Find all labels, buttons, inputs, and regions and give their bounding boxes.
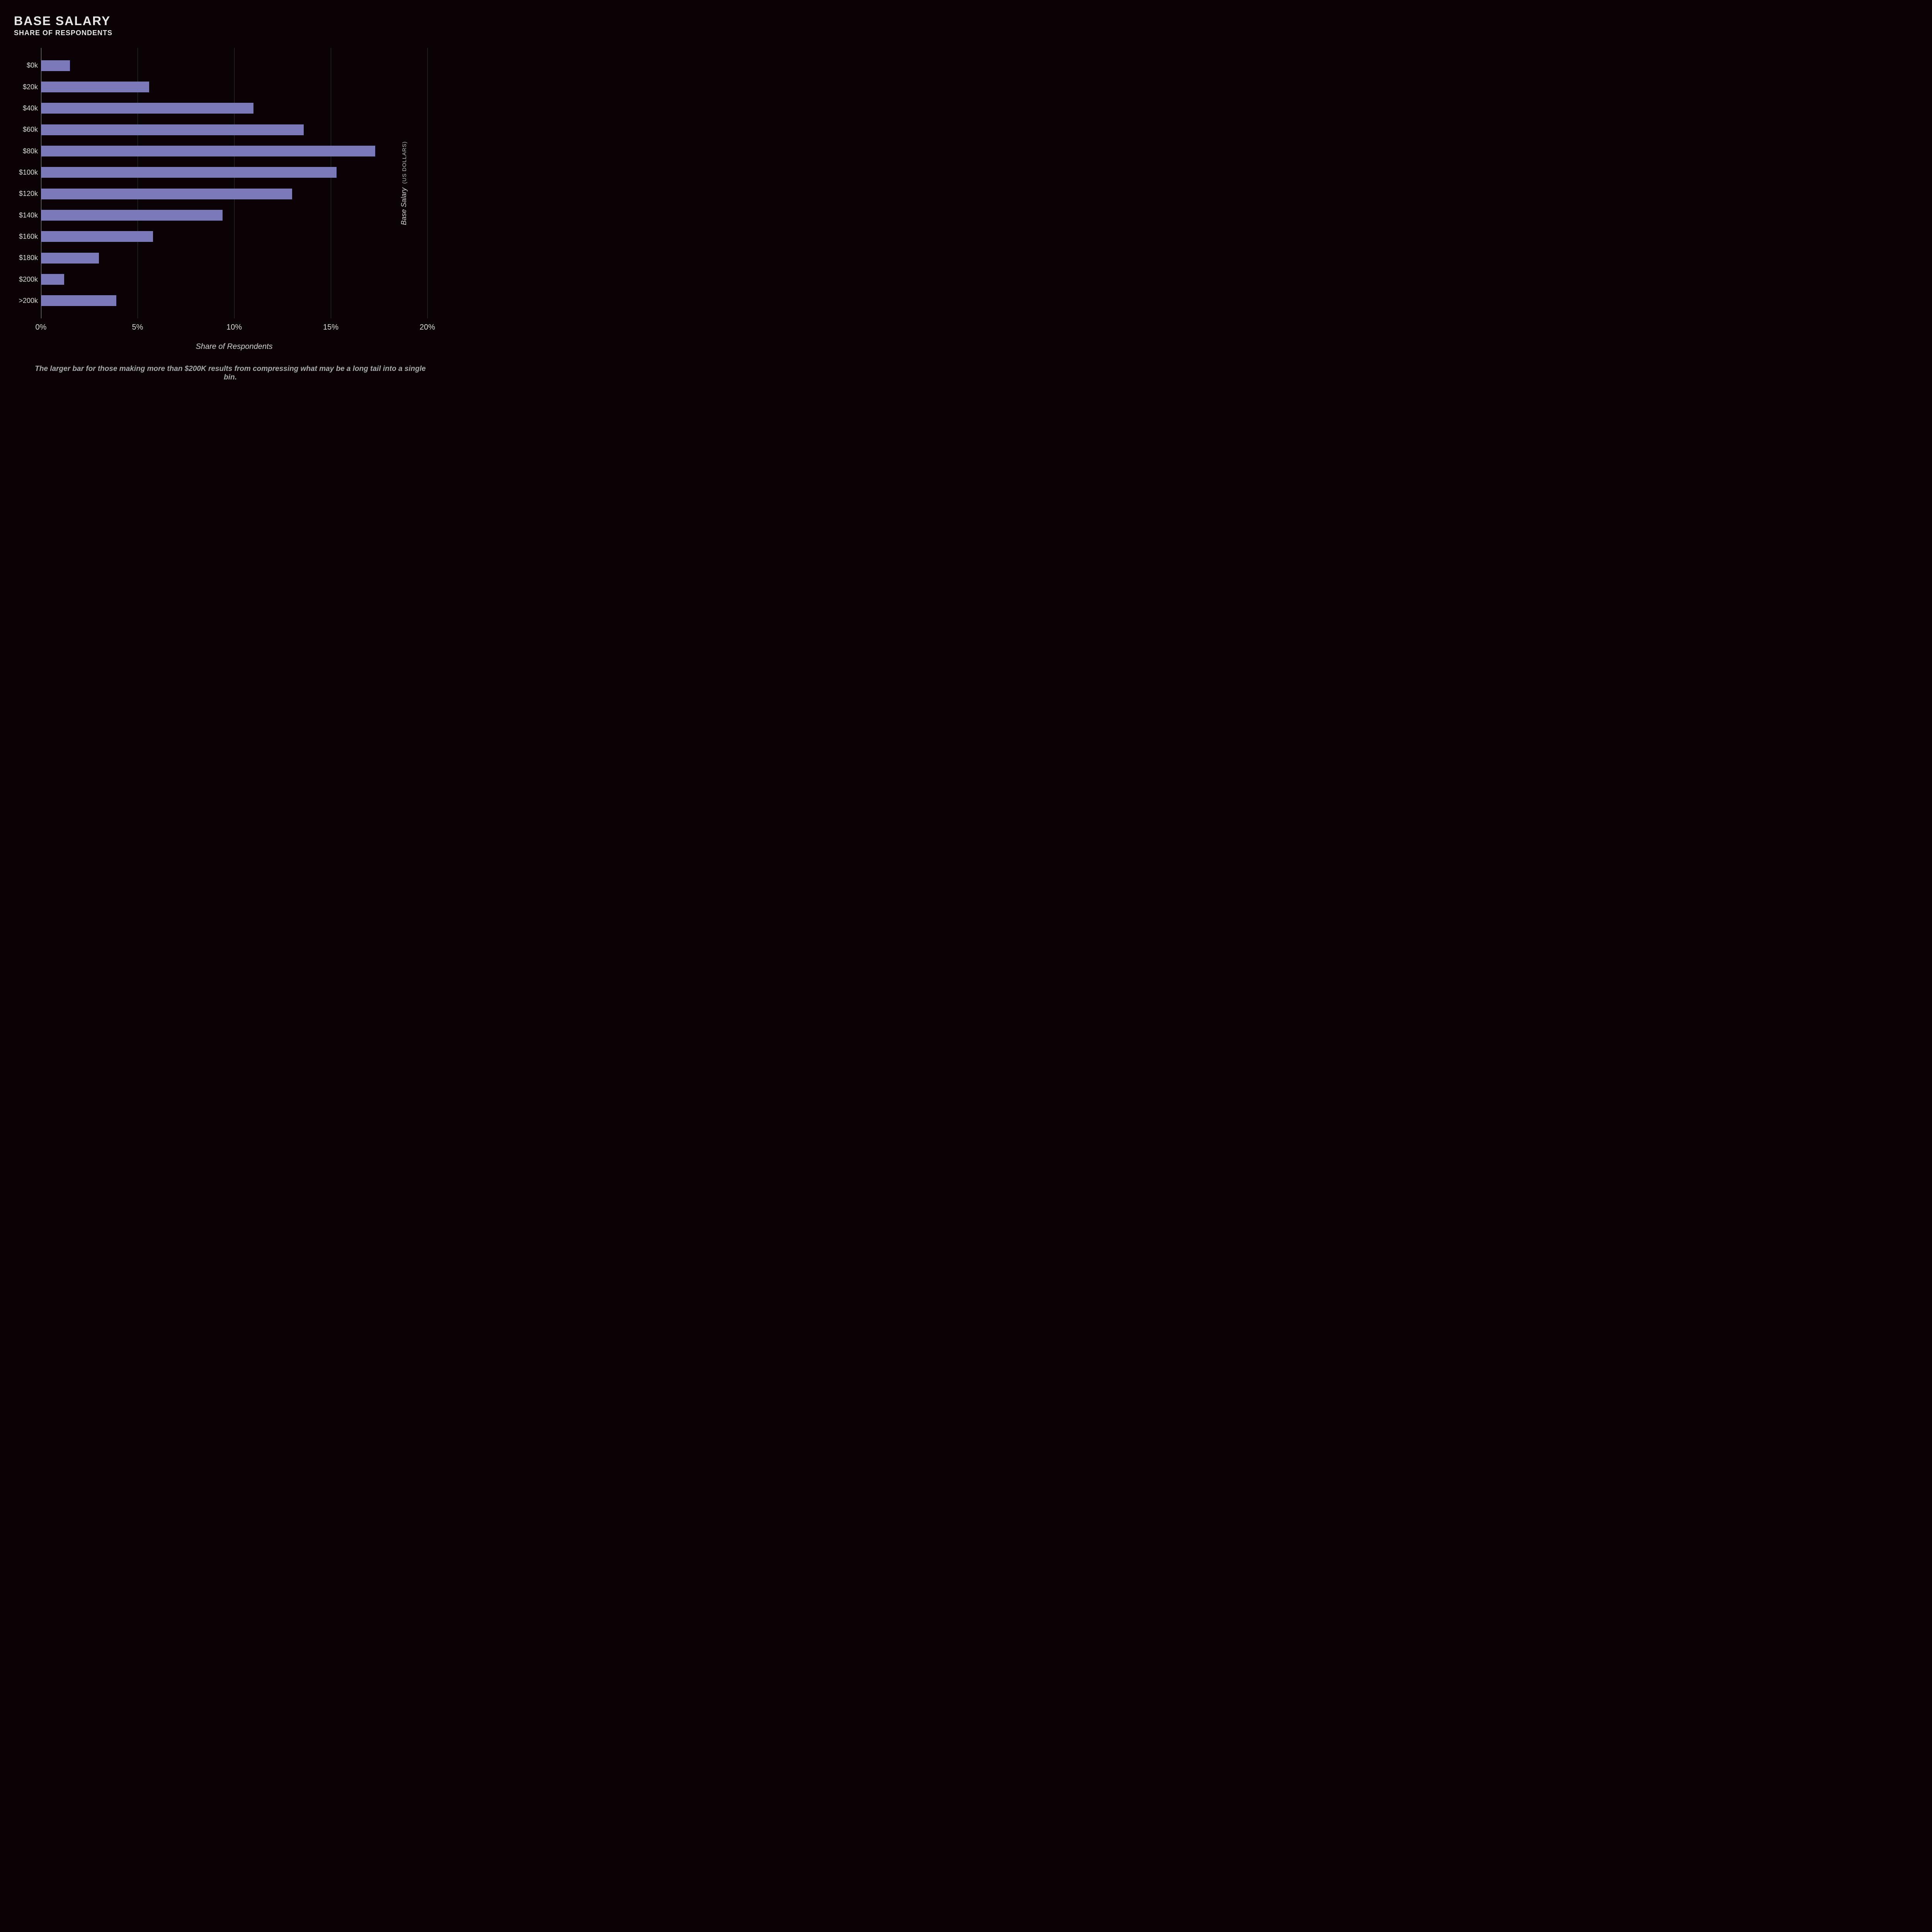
data-bar [41,167,337,178]
x-tick-label: 10% [226,323,242,332]
category-label: $20k [11,83,38,91]
y-axis-label: Base Salary (US DOLLARS) [400,141,408,225]
chart-subtitle: SHARE OF RESPONDENTS [14,29,447,37]
data-bar [41,231,153,242]
category-label: $160k [11,233,38,241]
data-bar [41,82,149,92]
category-label: $140k [11,211,38,219]
category-label: $200k [11,276,38,284]
gridline [234,48,235,318]
bar-row: $0k [41,60,70,71]
chart-title: BASE SALARY [14,14,447,28]
plot-area: Base Salary (US DOLLARS) Share of Respon… [41,48,427,318]
chart-caption: The larger bar for those making more tha… [14,365,447,382]
y-axis-label-main: Base Salary [400,187,408,225]
data-bar [41,189,292,199]
category-label: $40k [11,104,38,112]
bar-row: $180k [41,253,99,264]
category-label: >200k [11,297,38,305]
bar-row: $60k [41,124,304,135]
x-tick-label: 0% [36,323,47,332]
x-tick-label: 15% [323,323,338,332]
bar-row: $40k [41,103,253,114]
category-label: $80k [11,147,38,155]
data-bar [41,103,253,114]
x-axis-label: Share of Respondents [41,342,427,351]
data-bar [41,146,375,156]
data-bar [41,295,116,306]
chart-container: BASE SALARY SHARE OF RESPONDENTS Base Sa… [0,0,456,397]
bar-row: $120k [41,189,292,199]
bar-row: >200k [41,295,116,306]
bar-row: $20k [41,82,149,92]
data-bar [41,274,64,285]
data-bar [41,124,304,135]
category-label: $60k [11,126,38,134]
bar-row: $100k [41,167,337,178]
bar-row: $140k [41,210,223,221]
category-label: $180k [11,254,38,262]
data-bar [41,253,99,264]
bar-row: $80k [41,146,375,156]
data-bar [41,210,223,221]
data-bar [41,60,70,71]
x-tick-label: 20% [420,323,435,332]
bar-row: $200k [41,274,64,285]
category-label: $0k [11,61,38,70]
gridline [427,48,428,318]
category-label: $100k [11,168,38,177]
bar-row: $160k [41,231,153,242]
category-label: $120k [11,190,38,198]
y-axis-label-unit: (US DOLLARS) [401,141,407,184]
x-tick-label: 5% [132,323,143,332]
